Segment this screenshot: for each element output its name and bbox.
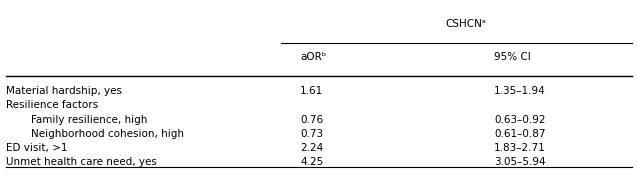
Text: 2.24: 2.24 (300, 143, 323, 153)
Text: ED visit, >1: ED visit, >1 (6, 143, 68, 153)
Text: Unmet health care need, yes: Unmet health care need, yes (6, 157, 157, 167)
Text: Resilience factors: Resilience factors (6, 100, 98, 110)
Text: 1.35–1.94: 1.35–1.94 (494, 86, 546, 96)
Text: 1.83–2.71: 1.83–2.71 (494, 143, 546, 153)
Text: 0.73: 0.73 (300, 129, 323, 139)
Text: 3.05–5.94: 3.05–5.94 (494, 157, 545, 167)
Text: 0.76: 0.76 (300, 115, 323, 125)
Text: 1.61: 1.61 (300, 86, 323, 96)
Text: Material hardship, yes: Material hardship, yes (6, 86, 122, 96)
Text: aORᵇ: aORᵇ (300, 52, 327, 62)
Text: Neighborhood cohesion, high: Neighborhood cohesion, high (31, 129, 184, 139)
Text: Family resilience, high: Family resilience, high (31, 115, 148, 125)
Text: 95% CI: 95% CI (494, 52, 531, 62)
Text: 0.61–0.87: 0.61–0.87 (494, 129, 545, 139)
Text: 4.25: 4.25 (300, 157, 323, 167)
Text: 0.63–0.92: 0.63–0.92 (494, 115, 545, 125)
Text: CSHCNᵃ: CSHCNᵃ (445, 19, 486, 29)
